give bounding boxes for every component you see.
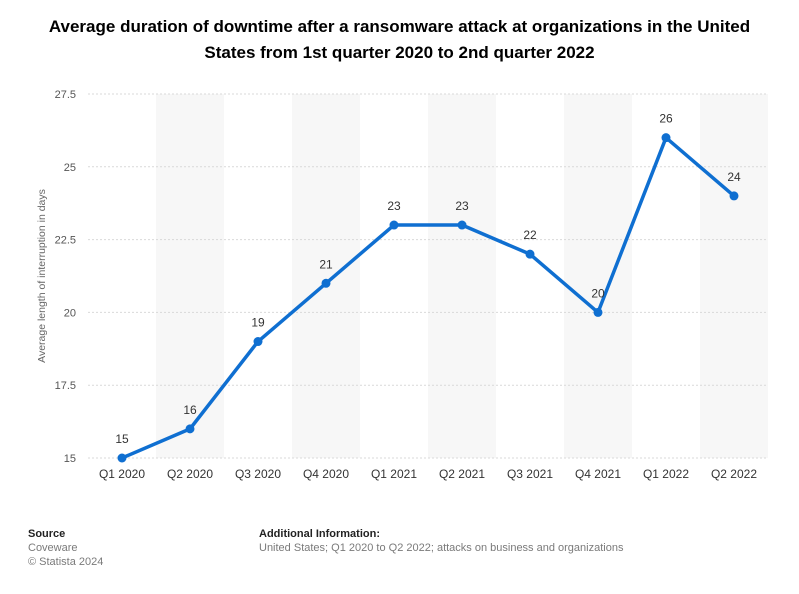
data-point [321,278,331,288]
y-tick-label: 15 [64,453,76,465]
data-label: 19 [251,316,265,330]
source-label: Source [28,528,66,540]
data-point [593,307,603,317]
data-label: 23 [455,199,469,213]
data-point [389,220,399,230]
additional-info-block: Additional Information: United States; Q… [259,527,623,555]
data-label: 24 [727,170,741,184]
data-point [661,133,671,143]
column-band [428,94,496,458]
x-tick-label: Q1 2020 [99,467,145,481]
x-tick-label: Q1 2021 [371,467,417,481]
data-point [253,337,263,347]
series-line [120,135,736,460]
y-tick-label: 27.5 [55,89,76,101]
data-point [729,191,739,201]
x-tick-label: Q3 2020 [235,467,281,481]
source-name[interactable]: Coveware [28,542,78,554]
data-label: 22 [523,228,537,242]
additional-info-label[interactable]: Additional Information: [259,528,380,540]
data-label: 23 [387,199,401,213]
data-point [117,453,127,463]
chart-title: Average duration of downtime after a ran… [48,17,751,62]
x-tick-label: Q4 2020 [303,467,349,481]
additional-info-text: United States; Q1 2020 to Q2 2022; attac… [259,542,624,554]
y-tick-label: 17.5 [55,380,76,392]
y-tick-label: 20 [64,307,76,319]
x-tick-label: Q2 2020 [167,467,213,481]
y-axis-title: Average length of interruption in days [36,189,48,363]
y-tick-label: 22.5 [55,235,76,247]
column-band [292,94,360,458]
x-tick-label: Q4 2021 [575,467,621,481]
data-label: 16 [183,403,197,417]
data-point [457,220,467,230]
x-tick-label: Q2 2022 [711,467,757,481]
data-point [525,249,535,259]
data-label: 20 [591,286,605,300]
data-point [185,424,195,434]
source-block: Source Coveware © Statista 2024 [28,527,103,569]
x-tick-label: Q2 2021 [439,467,485,481]
y-tick-label: 25 [64,162,76,174]
column-band [700,94,768,458]
x-tick-label: Q1 2022 [643,467,689,481]
copyright: © Statista 2024 [28,556,104,568]
data-label: 26 [659,112,673,126]
data-label: 21 [319,257,333,271]
column-band [564,94,632,458]
data-label: 15 [115,432,129,446]
line-chart: 15 17.5 20 22.5 25 27.5 Average length of inte… [36,89,768,481]
x-tick-label: Q3 2021 [507,467,553,481]
